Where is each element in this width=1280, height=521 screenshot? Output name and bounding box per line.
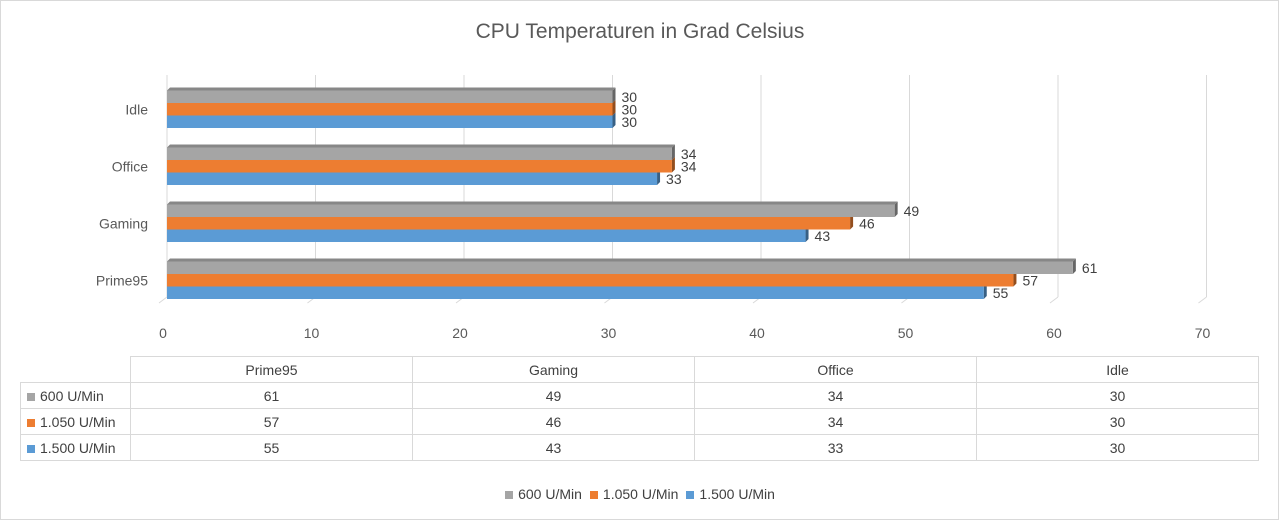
bar (167, 261, 1073, 274)
data-label: 43 (815, 228, 831, 244)
bar (167, 90, 613, 103)
table-row-header: 600 U/Min (20, 382, 131, 409)
bar-side (850, 214, 854, 230)
bar (167, 160, 672, 173)
table-column-header: Office (694, 356, 977, 383)
bar (167, 204, 895, 217)
table-cell: 49 (412, 382, 695, 409)
bar-side (612, 87, 616, 103)
category-label: Office (112, 158, 149, 174)
bar-top (167, 258, 1076, 262)
data-label: 34 (681, 159, 697, 175)
table-cell: 30 (976, 408, 1259, 435)
bar-chart: CPU Temperaturen in Grad Celsius 0 10 20 30 4… (96, 20, 1211, 341)
chart-title: CPU Temperaturen in Grad Celsius (476, 20, 805, 43)
bar-top (167, 201, 898, 205)
table-cell: 43 (412, 434, 695, 461)
legend-item: 600 U/Min (505, 486, 582, 502)
x-tick-label: 20 (452, 325, 468, 341)
legend-swatch-icon (505, 491, 514, 499)
legend-item: 1.050 U/Min (589, 486, 679, 502)
gridline-floor (158, 296, 168, 304)
bar (167, 103, 613, 116)
bar (167, 217, 851, 230)
data-label: 33 (666, 171, 682, 187)
x-tick-label: 10 (304, 325, 320, 341)
table-cell: 46 (412, 408, 695, 435)
table-column-header: Idle (976, 356, 1259, 383)
data-label: 30 (622, 114, 638, 130)
legend-key-icon (27, 392, 35, 401)
category-label: Idle (125, 101, 148, 117)
data-table: Prime95 Gaming Office Idle 600 U/Min 61 49 34 30… (20, 356, 1259, 461)
bar (167, 172, 658, 185)
category-label: Gaming (99, 215, 148, 231)
table-cell: 30 (976, 382, 1259, 409)
table-row: 1.500 U/Min 55 43 33 30 (20, 434, 1259, 461)
table-cell: 55 (130, 434, 413, 461)
table-column-header: Gaming (412, 356, 695, 383)
bar-side (894, 201, 898, 217)
legend-key-icon (27, 418, 35, 427)
x-tick-label: 0 (159, 325, 167, 341)
x-tick-label: 50 (898, 325, 914, 341)
table-column-header: Prime95 (130, 356, 413, 383)
bar (167, 229, 806, 242)
bar-side (612, 100, 616, 116)
legend-label: 1.500 U/Min (699, 486, 775, 502)
category-label: Prime95 (96, 272, 148, 288)
data-label: 34 (681, 146, 697, 162)
bar-side (671, 144, 675, 160)
bar-side (612, 112, 616, 128)
data-label: 30 (622, 89, 638, 105)
legend-swatch-icon (589, 491, 598, 499)
bar-side (983, 283, 987, 299)
bar-side (671, 157, 675, 173)
bar-top (167, 87, 616, 91)
legend-swatch-icon (686, 491, 695, 499)
table-row-header: 1.500 U/Min (20, 434, 131, 461)
data-label: 49 (904, 203, 920, 219)
bar (167, 274, 1014, 287)
x-tick-label: 70 (1195, 325, 1211, 341)
bar-side (657, 169, 661, 185)
x-tick-label: 30 (601, 325, 617, 341)
bar-side (805, 226, 809, 242)
table-cell: 34 (694, 408, 977, 435)
bar-side (1072, 258, 1076, 274)
data-label: 61 (1082, 260, 1098, 276)
table-cell: 34 (694, 382, 977, 409)
legend-key-icon (27, 444, 35, 453)
table-corner (20, 356, 131, 383)
legend-label: 1.050 U/Min (602, 486, 679, 502)
chart-legend: 600 U/Min 1.050 U/Min 1.500 U/Min (0, 486, 1280, 502)
table-row: 600 U/Min 61 49 34 30 (20, 382, 1259, 409)
data-label: 55 (993, 285, 1009, 301)
table-cell: 33 (694, 434, 977, 461)
x-tick-label: 40 (749, 325, 765, 341)
table-cell: 30 (976, 434, 1259, 461)
bar-side (1013, 271, 1017, 287)
table-row: 1.050 U/Min 57 46 34 30 (20, 408, 1259, 435)
bar (167, 147, 672, 160)
data-label: 30 (622, 102, 638, 118)
data-label: 57 (1022, 273, 1038, 289)
data-label: 46 (859, 216, 875, 232)
legend-item: 1.500 U/Min (686, 486, 775, 502)
bar-top (167, 144, 675, 148)
table-row-header: 1.050 U/Min (20, 408, 131, 435)
gridline-floor (1198, 296, 1207, 304)
gridline-floor (1049, 296, 1059, 304)
bar (167, 286, 984, 299)
legend-label: 600 U/Min (518, 486, 582, 502)
x-tick-label: 60 (1046, 325, 1062, 341)
bar (167, 115, 613, 128)
table-cell: 61 (130, 382, 413, 409)
table-cell: 57 (130, 408, 413, 435)
